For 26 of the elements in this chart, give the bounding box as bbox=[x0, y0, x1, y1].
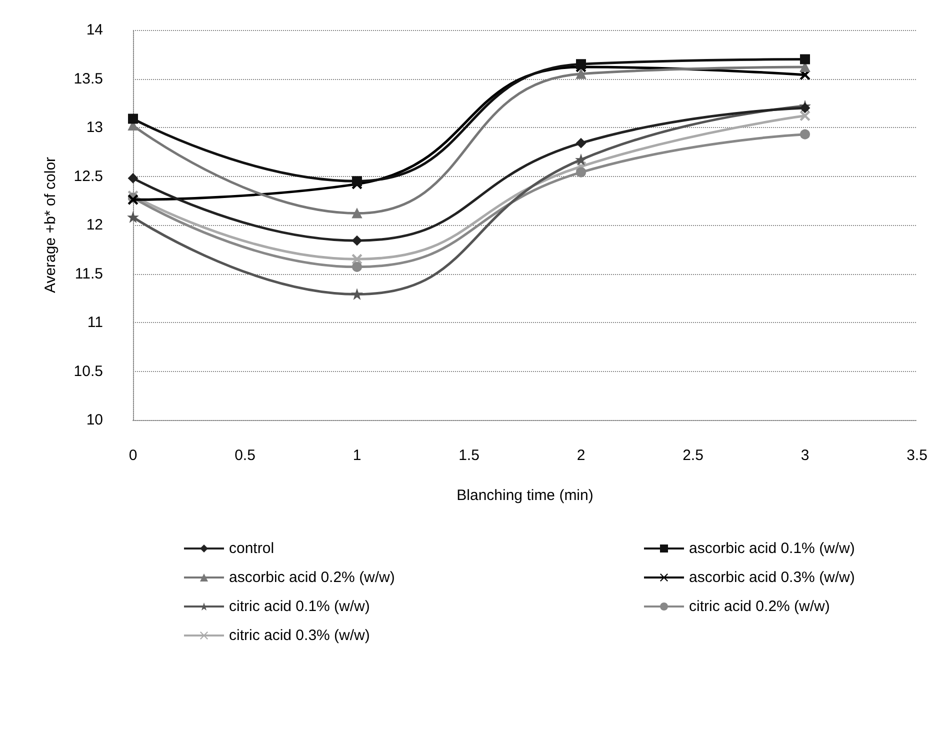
y-tick-label: 12 bbox=[86, 216, 103, 234]
legend-label: ascorbic acid 0.2% (w/w) bbox=[229, 569, 395, 586]
y-tick-label: 10.5 bbox=[74, 362, 103, 380]
x-tick-label: 0 bbox=[128, 447, 138, 464]
x-tick-label: 2.5 bbox=[682, 447, 704, 464]
y-axis-title: Average +b* of color bbox=[42, 156, 59, 294]
x-tick-label: 0.5 bbox=[234, 447, 256, 464]
x-tick-label: 1 bbox=[352, 447, 362, 464]
y-tick-label: 11 bbox=[87, 314, 103, 331]
legend-label: ascorbic acid 0.3% (w/w) bbox=[689, 569, 855, 586]
legend-label: citric acid 0.2% (w/w) bbox=[689, 598, 830, 615]
y-tick-label: 14 bbox=[86, 22, 103, 38]
x-tick-label: 2 bbox=[576, 447, 586, 464]
legend-label: control bbox=[229, 540, 274, 557]
x-tick-label: 1.5 bbox=[458, 447, 480, 464]
y-tick-label: 13.5 bbox=[74, 70, 103, 88]
y-tick-label: 13 bbox=[86, 119, 103, 136]
y-tick-label: 12.5 bbox=[74, 168, 103, 185]
x-tick-label: 3 bbox=[800, 447, 810, 464]
x-tick-label: 3.5 bbox=[906, 447, 928, 464]
legend-label: citric acid 0.1% (w/w) bbox=[229, 598, 370, 615]
legend-label: ascorbic acid 0.1% (w/w) bbox=[689, 540, 855, 557]
y-tick-label: 11.5 bbox=[74, 265, 103, 282]
y-tick-label: 10 bbox=[86, 412, 103, 428]
x-axis-title: Blanching time (min) bbox=[456, 487, 594, 504]
legend-label: citric acid 0.3% (w/w) bbox=[229, 627, 370, 644]
